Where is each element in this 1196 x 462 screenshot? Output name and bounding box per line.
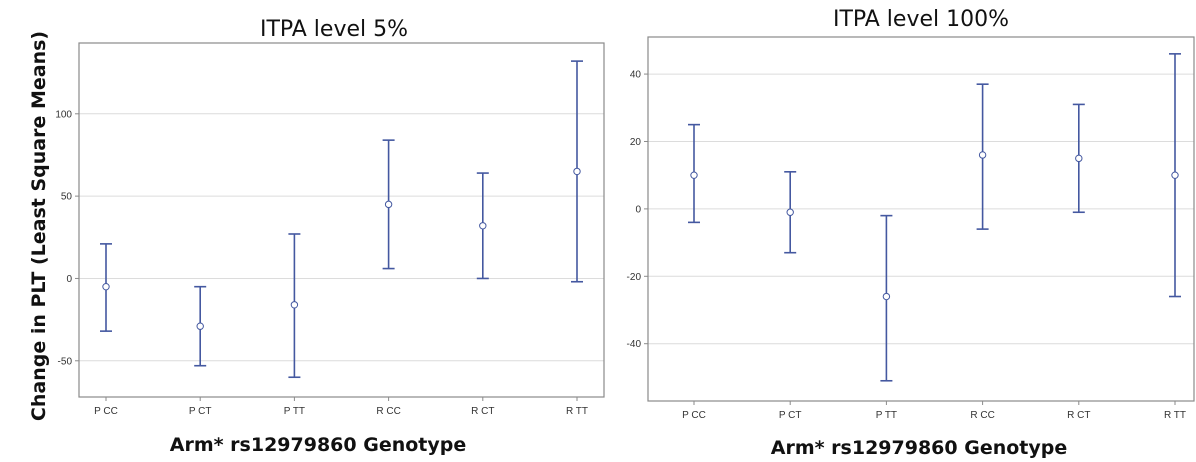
y-tick-label: -20	[627, 272, 642, 283]
mean-point	[573, 167, 581, 176]
panel-itpa-100: ITPA level 100% Arm* rs12979860 Genotype…	[627, 7, 1195, 459]
y-axis-label: Change in PLT (Least Square Means)	[28, 31, 50, 421]
grid-lines	[79, 113, 604, 362]
x-tick-label: R CT	[471, 406, 494, 417]
y-tick-labels: -40 -20 0 20 40	[627, 70, 648, 350]
x-tick-labels: P CC P CT P TT R CC R CT R TT	[94, 397, 588, 417]
x-axis-label: Arm* rs12979860 Genotype	[170, 434, 467, 456]
mean-point	[290, 301, 299, 309]
plot-frame	[78, 42, 605, 398]
x-tick-label: P CC	[94, 406, 118, 417]
y-tick-labels: -50 0 50 100	[55, 109, 79, 367]
x-tick-labels: P CC P CT P TT R CC R CT R TT	[682, 401, 1186, 421]
y-tick-label: 40	[630, 70, 642, 81]
data-marks	[688, 53, 1181, 382]
mean-point	[102, 282, 110, 291]
chart-title: ITPA level 100%	[833, 7, 1009, 32]
x-tick-label: R CT	[1067, 410, 1090, 421]
x-tick-label: P TT	[876, 410, 897, 421]
mean-point	[882, 292, 891, 301]
x-tick-label: R TT	[566, 406, 588, 417]
mean-point	[1171, 171, 1179, 179]
panel-itpa-5: ITPA level 5% Arm* rs12979860 Genotype -…	[55, 17, 605, 456]
mean-point	[196, 322, 204, 330]
data-marks	[100, 60, 583, 379]
y-tick-label: 50	[61, 192, 73, 203]
mean-point	[1075, 154, 1083, 163]
y-tick-label: 0	[66, 274, 72, 285]
x-tick-label: P CC	[682, 410, 706, 421]
y-tick-label: 100	[55, 109, 72, 120]
mean-point	[479, 222, 487, 230]
mean-point	[978, 151, 987, 159]
x-tick-label: R CC	[970, 410, 994, 421]
x-tick-label: R CC	[376, 406, 400, 417]
y-tick-label: -40	[627, 339, 642, 350]
x-tick-label: P CT	[189, 406, 212, 417]
plot-frame	[647, 36, 1195, 402]
mean-point	[690, 171, 698, 179]
x-axis-label: Arm* rs12979860 Genotype	[771, 437, 1068, 459]
y-tick-label: -50	[58, 356, 73, 367]
y-tick-label: 20	[630, 137, 642, 148]
chart-title: ITPA level 5%	[260, 17, 408, 42]
mean-point	[786, 208, 794, 216]
x-tick-label: R TT	[1164, 410, 1186, 421]
y-tick-label: 0	[635, 204, 641, 215]
x-tick-label: P CT	[779, 410, 802, 421]
x-tick-label: P TT	[284, 406, 305, 417]
grid-lines	[648, 73, 1194, 345]
mean-point	[384, 200, 393, 209]
